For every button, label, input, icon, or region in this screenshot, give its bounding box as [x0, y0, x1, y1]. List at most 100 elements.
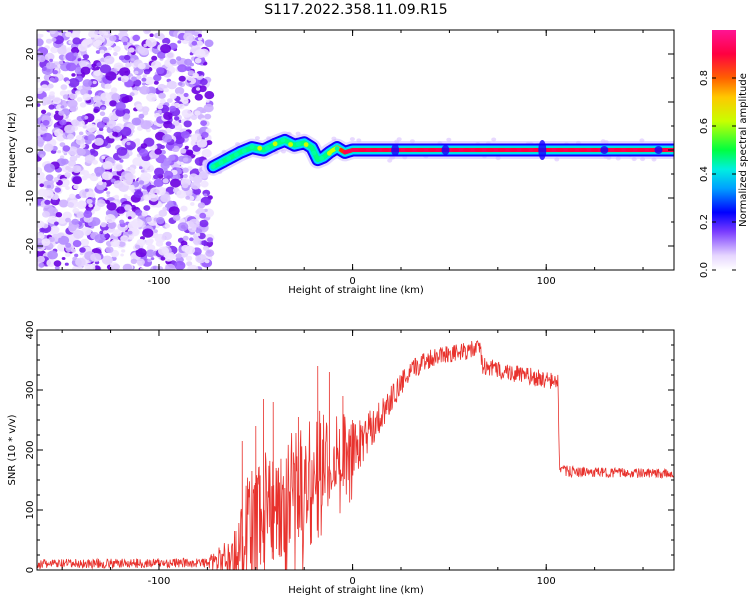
- noise-blob: [183, 110, 188, 113]
- noise-blob: [65, 252, 71, 257]
- noise-blob: [149, 33, 154, 37]
- noise-blob: [68, 78, 80, 88]
- ridge-spot: [303, 142, 309, 148]
- noise-blob: [64, 124, 75, 134]
- noise-blob: [165, 263, 176, 270]
- colorbar-tick-label: 0.0: [699, 262, 710, 278]
- noise-blob: [162, 37, 171, 45]
- ridge-peak-blob: [520, 148, 529, 152]
- noise-blob: [112, 125, 122, 133]
- noise-blob: [42, 119, 50, 126]
- noise-blob: [53, 35, 64, 45]
- noise-blob: [136, 86, 142, 91]
- noise-blob: [141, 77, 147, 82]
- noise-blob: [37, 141, 44, 147]
- ridge-spot: [288, 142, 293, 147]
- noise-blob: [134, 190, 144, 198]
- figure-title: S117.2022.358.11.09.R15: [264, 2, 447, 18]
- noise-blob: [71, 119, 80, 127]
- noise-blob: [112, 263, 121, 270]
- noise-blob: [49, 58, 53, 63]
- noise-blob: [53, 178, 59, 183]
- noise-blob: [196, 87, 201, 91]
- noise-blob: [37, 238, 43, 244]
- noise-blob: [101, 255, 113, 265]
- y-tick-label: 0: [25, 567, 36, 573]
- noise-blob: [145, 38, 157, 48]
- noise-blob: [183, 32, 194, 42]
- noise-blob: [46, 62, 55, 69]
- noise-blob: [140, 143, 148, 149]
- noise-blob: [121, 36, 129, 43]
- noise-blob: [143, 194, 152, 201]
- noise-blob: [185, 255, 193, 261]
- noise-blob: [111, 93, 121, 101]
- noise-blob: [124, 95, 133, 103]
- ridge-peak-blob: [590, 148, 599, 152]
- ridge-burst: [600, 146, 609, 154]
- ridge-spot: [311, 150, 317, 156]
- noise-blob: [73, 52, 79, 57]
- ridge-spot: [327, 150, 332, 156]
- noise-blob: [132, 157, 143, 166]
- noise-blob: [124, 140, 136, 150]
- noise-blob: [130, 58, 135, 62]
- noise-blob: [98, 181, 103, 186]
- noise-blob: [40, 84, 49, 92]
- noise-blob: [91, 63, 97, 68]
- noise-blob: [52, 199, 57, 203]
- noise-blob: [106, 191, 111, 195]
- noise-blob: [95, 50, 101, 54]
- noise-blob: [106, 119, 117, 128]
- noise-blob: [200, 180, 209, 188]
- y-tick-label: -10: [25, 190, 36, 206]
- noise-blob: [169, 58, 177, 65]
- noise-blob: [58, 199, 69, 208]
- noise-blob: [187, 77, 193, 82]
- noise-blob: [54, 61, 60, 65]
- noise-blob: [37, 188, 48, 197]
- noise-blob: [177, 40, 182, 44]
- noise-blob: [101, 171, 113, 181]
- noise-blob: [76, 148, 84, 154]
- colorbar-tick-label: 0.8: [699, 70, 710, 86]
- noise-blob: [143, 30, 151, 35]
- colorbar-gradient: [712, 30, 736, 270]
- y-tick-label: 100: [25, 500, 36, 519]
- noise-blob: [164, 223, 171, 229]
- noise-blob: [205, 249, 215, 257]
- noise-blob: [136, 258, 145, 266]
- noise-blob: [72, 165, 82, 174]
- noise-blob: [131, 117, 142, 126]
- noise-blob: [72, 30, 81, 36]
- noise-blob: [165, 241, 172, 247]
- noise-blob: [71, 73, 76, 77]
- noise-blob: [87, 264, 96, 270]
- noise-blob: [80, 66, 91, 75]
- noise-blob: [92, 159, 98, 165]
- noise-blob: [195, 254, 207, 264]
- noise-blob: [182, 235, 189, 241]
- noise-blob: [192, 72, 199, 79]
- noise-blob: [94, 39, 103, 47]
- noise-blob: [174, 87, 185, 95]
- noise-blob: [254, 136, 260, 141]
- spectrogram-noise: [37, 30, 674, 270]
- noise-blob: [90, 252, 102, 262]
- noise-blob: [42, 211, 50, 218]
- noise-blob: [190, 202, 195, 206]
- noise-blob: [57, 234, 62, 238]
- ridge-spot: [226, 156, 232, 161]
- noise-blob: [124, 54, 131, 61]
- noise-blob: [198, 85, 207, 93]
- noise-blob: [102, 116, 110, 123]
- noise-blob: [154, 167, 165, 176]
- noise-blob: [204, 259, 210, 264]
- noise-blob: [94, 137, 104, 146]
- noise-blob: [41, 238, 51, 246]
- noise-blob: [131, 76, 137, 82]
- ridge-spot: [334, 146, 340, 152]
- noise-blob: [62, 94, 69, 100]
- noise-blob: [202, 245, 210, 251]
